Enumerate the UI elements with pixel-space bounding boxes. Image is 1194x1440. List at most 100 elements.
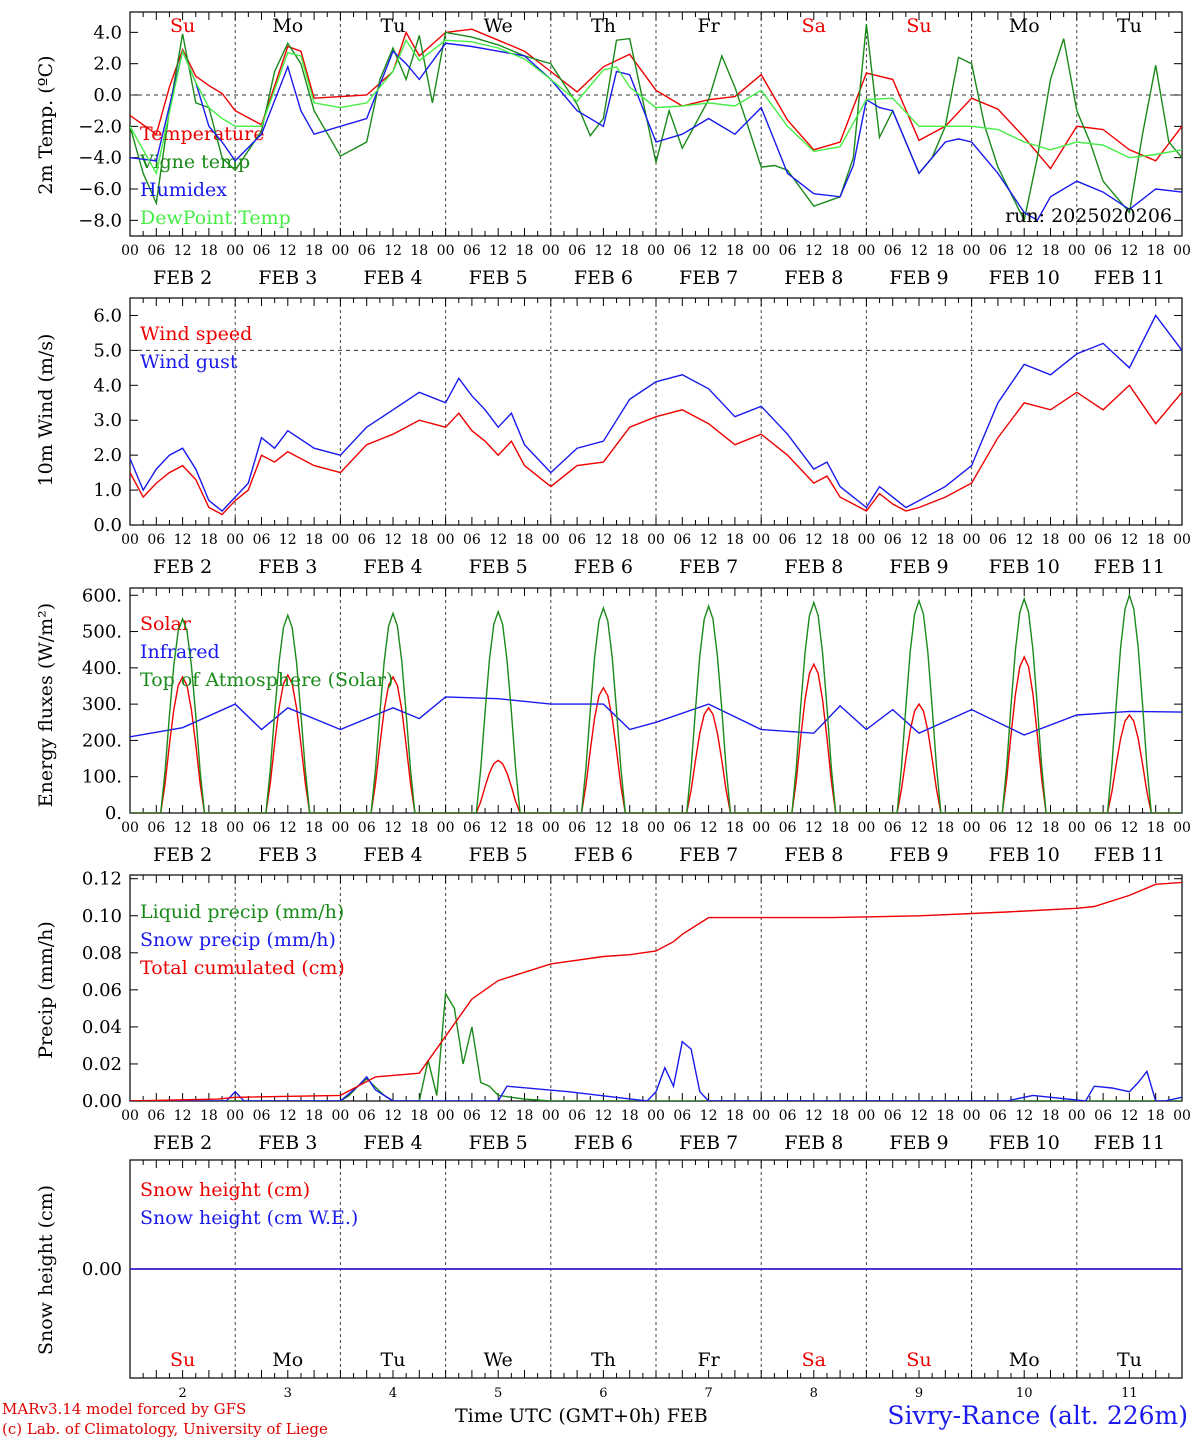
hour-label: 00 bbox=[1068, 532, 1086, 548]
time-axis-label: Time UTC (GMT+0h) FEB bbox=[455, 1405, 708, 1427]
day-number: 6 bbox=[599, 1386, 607, 1401]
weekday-label: Tu bbox=[381, 15, 406, 37]
date-label: FEB 3 bbox=[258, 556, 317, 578]
hour-label: 18 bbox=[1147, 820, 1165, 836]
y-axis-label: Energy fluxes (W/m²) bbox=[35, 603, 57, 807]
hour-label: 18 bbox=[831, 243, 849, 259]
hour-label: 00 bbox=[542, 820, 560, 836]
legend-entry: Snow height (cm W.E.) bbox=[140, 1207, 358, 1229]
y-tick-label: 300. bbox=[82, 694, 122, 715]
hour-label: 12 bbox=[489, 532, 507, 548]
y-tick-label: −2.0 bbox=[78, 116, 122, 137]
hour-label: 12 bbox=[489, 820, 507, 836]
weekday-label: Su bbox=[170, 1349, 195, 1371]
hour-label: 12 bbox=[489, 243, 507, 259]
y-tick-label: 3.0 bbox=[93, 410, 122, 431]
date-label: FEB 4 bbox=[363, 844, 422, 866]
series-line bbox=[130, 28, 1182, 170]
date-label: FEB 5 bbox=[469, 556, 528, 578]
hour-label: 00 bbox=[1173, 820, 1191, 836]
hour-label: 12 bbox=[805, 1108, 823, 1124]
date-label: FEB 11 bbox=[1094, 556, 1165, 578]
date-label: FEB 9 bbox=[889, 267, 948, 289]
legend-entry: Wind speed bbox=[140, 323, 252, 345]
series-line bbox=[130, 696, 1182, 738]
weekday-label: Th bbox=[591, 1349, 616, 1371]
date-label: FEB 3 bbox=[258, 844, 317, 866]
hour-label: 06 bbox=[568, 243, 586, 259]
hour-label: 00 bbox=[437, 532, 455, 548]
date-label: FEB 9 bbox=[889, 1132, 948, 1154]
y-tick-label: 100. bbox=[82, 767, 122, 788]
hour-label: 00 bbox=[437, 243, 455, 259]
hour-label: 18 bbox=[621, 1108, 639, 1124]
date-label: FEB 11 bbox=[1094, 267, 1165, 289]
y-tick-label: −8.0 bbox=[78, 210, 122, 231]
y-tick-label: 0.02 bbox=[82, 1054, 122, 1075]
weekday-label: Th bbox=[591, 15, 616, 37]
date-label: FEB 3 bbox=[258, 267, 317, 289]
date-label: FEB 9 bbox=[889, 844, 948, 866]
y-tick-label: 0. bbox=[105, 803, 122, 824]
series-line bbox=[130, 881, 1182, 1101]
legend-entry: Wind gust bbox=[140, 351, 238, 373]
hour-label: 00 bbox=[963, 1108, 981, 1124]
y-tick-label: 5.0 bbox=[93, 340, 122, 361]
day-number: 3 bbox=[284, 1386, 292, 1401]
date-label: FEB 5 bbox=[469, 844, 528, 866]
date-label: FEB 8 bbox=[784, 844, 843, 866]
hour-label: 12 bbox=[1015, 532, 1033, 548]
hour-label: 00 bbox=[963, 243, 981, 259]
y-tick-label: 0.12 bbox=[82, 869, 122, 890]
hour-label: 00 bbox=[857, 532, 875, 548]
hour-label: 12 bbox=[700, 1108, 718, 1124]
hour-label: 06 bbox=[779, 1108, 797, 1124]
date-label: FEB 4 bbox=[363, 1132, 422, 1154]
hour-label: 00 bbox=[226, 532, 244, 548]
hour-label: 18 bbox=[200, 1108, 218, 1124]
hour-label: 00 bbox=[857, 243, 875, 259]
hour-label: 12 bbox=[700, 243, 718, 259]
hour-label: 00 bbox=[752, 243, 770, 259]
hour-label: 06 bbox=[673, 243, 691, 259]
y-tick-label: 4.0 bbox=[93, 375, 122, 396]
hour-label: 00 bbox=[226, 820, 244, 836]
y-tick-label: 0.10 bbox=[82, 906, 122, 927]
hour-label: 18 bbox=[305, 1108, 323, 1124]
hour-label: 00 bbox=[1068, 243, 1086, 259]
y-axis-label: 2m Temp. (ºC) bbox=[35, 55, 57, 194]
hour-label: 18 bbox=[305, 532, 323, 548]
hour-label: 06 bbox=[884, 532, 902, 548]
hour-label: 00 bbox=[1173, 532, 1191, 548]
hour-label: 12 bbox=[279, 243, 297, 259]
hour-label: 06 bbox=[673, 532, 691, 548]
date-label: FEB 5 bbox=[469, 1132, 528, 1154]
hour-label: 12 bbox=[384, 243, 402, 259]
hour-label: 18 bbox=[410, 1108, 428, 1124]
series-line bbox=[130, 655, 1182, 813]
hour-label: 06 bbox=[358, 243, 376, 259]
hour-label: 06 bbox=[358, 820, 376, 836]
hour-label: 06 bbox=[568, 820, 586, 836]
hour-label: 18 bbox=[410, 243, 428, 259]
panel-frame bbox=[129, 11, 1183, 237]
hour-label: 12 bbox=[384, 532, 402, 548]
hour-label: 00 bbox=[647, 243, 665, 259]
hour-label: 18 bbox=[200, 532, 218, 548]
y-tick-label: 2.0 bbox=[93, 445, 122, 466]
hour-label: 18 bbox=[200, 243, 218, 259]
hour-label: 12 bbox=[910, 1108, 928, 1124]
weekday-label: We bbox=[484, 15, 513, 37]
hour-label: 18 bbox=[621, 820, 639, 836]
hour-label: 18 bbox=[1042, 243, 1060, 259]
hour-label: 06 bbox=[779, 532, 797, 548]
hour-label: 12 bbox=[279, 1108, 297, 1124]
hour-label: 18 bbox=[410, 820, 428, 836]
hour-label: 18 bbox=[726, 243, 744, 259]
hour-label: 18 bbox=[1042, 1108, 1060, 1124]
hour-label: 00 bbox=[857, 1108, 875, 1124]
hour-label: 00 bbox=[542, 532, 560, 548]
date-label: FEB 10 bbox=[989, 267, 1060, 289]
y-tick-label: 600. bbox=[82, 585, 122, 606]
hour-label: 00 bbox=[752, 1108, 770, 1124]
